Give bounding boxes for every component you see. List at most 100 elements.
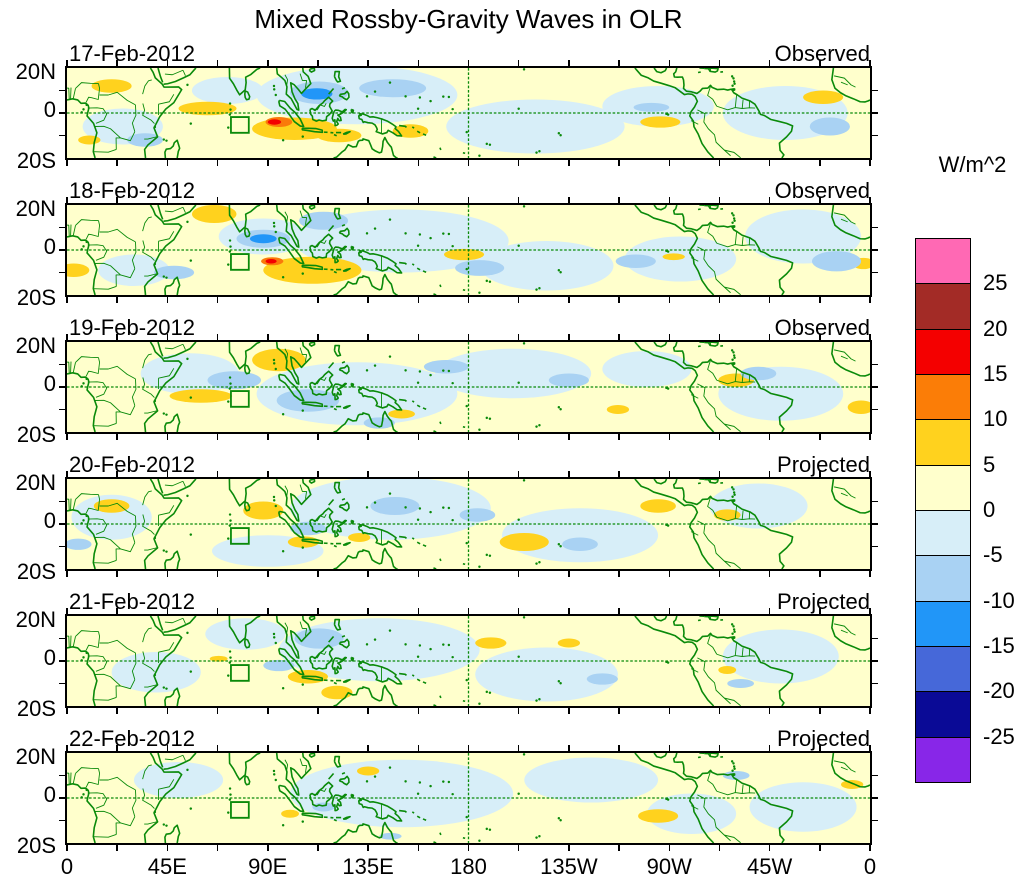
y-axis-label: 20S <box>16 559 56 584</box>
axis-tick <box>517 571 520 577</box>
panel-header: 21-Feb-2012 Projected <box>67 589 870 614</box>
y-axis-label: 0 <box>43 97 56 122</box>
axis-tick <box>216 434 219 440</box>
axis-tick <box>267 297 269 303</box>
axis-tick <box>417 60 420 66</box>
colorbar-cell <box>915 419 971 466</box>
axis-tick <box>116 471 118 477</box>
axis-tick <box>872 682 878 685</box>
axis-tick <box>267 160 269 166</box>
axis-tick <box>467 434 470 440</box>
x-axis-label: 90E <box>248 854 288 879</box>
map-panel <box>67 205 870 295</box>
panel-date-label: 22-Feb-2012 <box>69 726 195 751</box>
axis-tick <box>216 334 219 340</box>
axis-tick <box>869 434 871 440</box>
axis-tick <box>768 845 771 851</box>
axis-tick <box>66 334 68 340</box>
axis-tick <box>467 197 470 203</box>
axis-tick <box>216 60 219 66</box>
axis-tick <box>367 334 369 340</box>
axis-tick <box>367 160 369 166</box>
axis-tick <box>417 608 420 614</box>
axis-tick <box>869 708 871 714</box>
axis-tick <box>59 386 65 388</box>
axis-tick <box>367 60 369 66</box>
colorbar-cell <box>915 736 971 783</box>
axis-tick <box>618 197 620 203</box>
axis-tick <box>59 797 65 799</box>
axis-tick <box>517 60 520 66</box>
axis-tick <box>467 297 470 303</box>
axis-tick <box>869 471 871 477</box>
axis-tick <box>819 745 821 751</box>
axis-tick <box>59 819 65 822</box>
axis-tick <box>467 745 470 751</box>
axis-tick <box>618 297 620 303</box>
axis-tick <box>768 608 771 614</box>
axis-tick <box>317 297 319 303</box>
axis-tick <box>367 571 369 577</box>
panel-header: 22-Feb-2012 Projected <box>67 726 870 751</box>
axis-tick <box>417 160 420 166</box>
axis-tick <box>768 197 771 203</box>
axis-tick <box>216 160 219 166</box>
axis-tick <box>819 471 821 477</box>
axis-tick <box>166 708 169 714</box>
axis-tick <box>668 197 670 203</box>
axis-tick <box>768 434 771 440</box>
axis-tick <box>116 197 118 203</box>
axis-tick <box>819 608 821 614</box>
axis-tick <box>718 571 721 577</box>
axis-tick <box>66 197 68 203</box>
axis-tick <box>166 334 169 340</box>
panel-source-label: Projected <box>777 589 870 614</box>
y-axis-label: 20S <box>16 422 56 447</box>
axis-tick <box>367 197 369 203</box>
axis-tick <box>116 845 118 851</box>
axis-tick <box>216 708 219 714</box>
colorbar-cell <box>915 510 971 557</box>
axis-tick <box>116 334 118 340</box>
axis-tick <box>317 434 319 440</box>
axis-tick <box>618 608 620 614</box>
axis-tick <box>66 708 68 714</box>
axis-tick <box>166 160 169 166</box>
panel-date-label: 20-Feb-2012 <box>69 452 195 477</box>
axis-tick <box>872 386 878 388</box>
axis-tick <box>819 571 821 577</box>
axis-tick <box>872 819 878 822</box>
axis-tick <box>417 708 420 714</box>
y-axis-label: 20S <box>16 833 56 858</box>
axis-tick <box>66 160 68 166</box>
panel-source-label: Projected <box>777 452 870 477</box>
axis-tick <box>216 471 219 477</box>
axis-tick <box>872 500 878 503</box>
axis-tick <box>869 160 871 166</box>
axis-tick <box>59 774 65 777</box>
axis-tick <box>872 660 878 662</box>
axis-tick <box>718 160 721 166</box>
axis-tick <box>59 523 65 525</box>
axis-tick <box>668 608 670 614</box>
axis-tick <box>267 434 269 440</box>
axis-tick <box>116 434 118 440</box>
axis-tick <box>166 60 169 66</box>
axis-tick <box>216 297 219 303</box>
map-canvas-18-Feb-2012 <box>67 205 870 295</box>
axis-tick <box>668 297 670 303</box>
y-axis-label: 20N <box>15 470 56 495</box>
map-panel <box>67 68 870 158</box>
axis-tick <box>367 708 369 714</box>
panel-header: 17-Feb-2012 Observed <box>67 41 870 66</box>
colorbar-cell <box>915 646 971 693</box>
panel-source-label: Observed <box>774 41 870 66</box>
axis-tick <box>166 745 169 751</box>
axis-tick <box>166 845 169 851</box>
axis-tick <box>66 845 68 851</box>
colorbar-units-label: W/m^2 <box>938 152 1007 177</box>
axis-tick <box>59 637 65 640</box>
axis-tick <box>166 471 169 477</box>
axis-tick <box>768 160 771 166</box>
colorbar-cell <box>915 600 971 647</box>
